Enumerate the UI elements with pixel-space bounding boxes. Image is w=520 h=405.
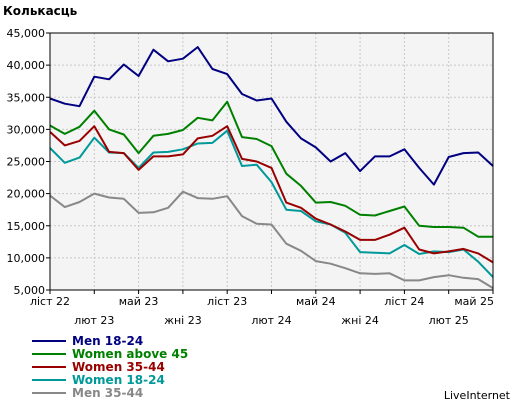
y-tick-label: 10,000	[7, 252, 46, 265]
x-tick-label: май 25	[454, 295, 494, 308]
y-tick-label: 15,000	[7, 220, 46, 233]
chart-title: Колькасць	[3, 4, 78, 18]
y-tick-label: 35,000	[7, 91, 46, 104]
y-tick-label: 20,000	[7, 188, 46, 201]
series-line-women-35-44	[49, 125, 494, 264]
y-tick-label: 40,000	[7, 59, 46, 72]
x-tick-label: лют 23	[74, 314, 114, 327]
x-tick-label: лют 24	[251, 314, 291, 327]
liveinternet-branding: LiveInternet	[444, 389, 511, 402]
legend-entry: Women 18-24	[72, 373, 165, 387]
x-axis: ліст 22 лют 23 май 23 жні 23 ліст 23 лют 24 ма…	[30, 290, 494, 327]
x-tick-label: жні 23	[164, 314, 202, 327]
legend-entry: Women 35-44	[72, 360, 165, 374]
x-tick-label: ліст 22	[30, 295, 70, 308]
x-tick-label: май 23	[119, 295, 159, 308]
series-line-men-35-44	[49, 190, 494, 289]
series-line-men-18-24	[49, 46, 494, 186]
x-tick-label: жні 24	[341, 314, 379, 327]
y-tick-label: 30,000	[7, 123, 46, 136]
legend-entry: Men 18-24	[72, 334, 143, 348]
legend-entry: Men 35-44	[72, 386, 143, 400]
y-tick-label: 25,000	[7, 156, 46, 169]
y-tick-label: 5,000	[14, 284, 46, 297]
x-tick-label: ліст 24	[384, 295, 424, 308]
series-line-women-above-45	[49, 100, 493, 238]
legend-entry: Women above 45	[72, 347, 188, 361]
series-layer	[49, 46, 494, 289]
x-tick-label: май 24	[296, 295, 336, 308]
y-axis: 45,000 40,000 35,000 30,000 25,000 20,000 15,0…	[7, 27, 50, 297]
y-tick-label: 45,000	[7, 27, 46, 40]
x-tick-label: ліст 23	[207, 295, 247, 308]
x-tick-label: лют 25	[429, 314, 469, 327]
